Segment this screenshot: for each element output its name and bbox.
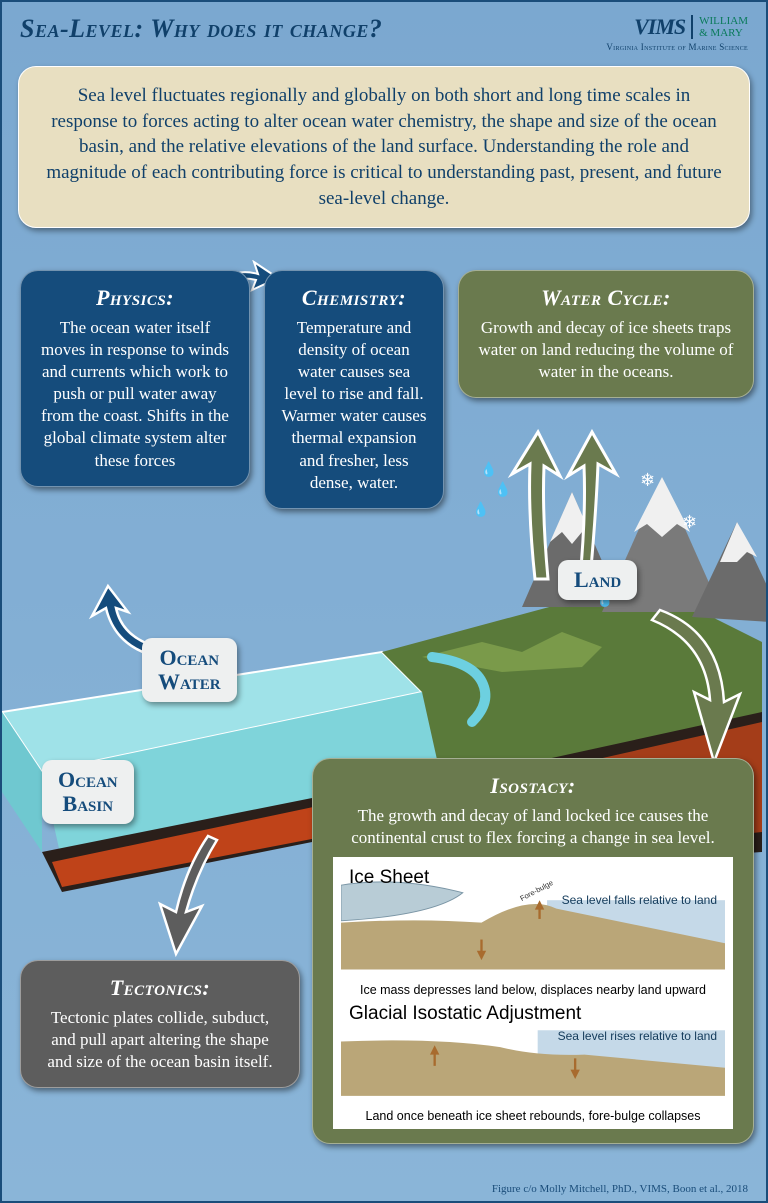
land-label: Land bbox=[558, 560, 637, 600]
watercycle-title: Water Cycle: bbox=[475, 285, 737, 311]
header: Sea-Level: Why does it change? VIMS WILL… bbox=[2, 2, 766, 60]
vims-logo-text: VIMS bbox=[634, 14, 685, 40]
ocean-water-label: Ocean Water bbox=[142, 638, 237, 702]
chemistry-title: Chemistry: bbox=[281, 285, 427, 311]
chemistry-body: Temperature and density of ocean water c… bbox=[281, 317, 427, 494]
watercycle-box: Water Cycle: Growth and decay of ice she… bbox=[458, 270, 754, 398]
logo-block: VIMS WILLIAM & MARY Virginia Institute o… bbox=[606, 14, 748, 52]
chemistry-box: Chemistry: Temperature and density of oc… bbox=[264, 270, 444, 509]
physics-box: Physics: The ocean water itself moves in… bbox=[20, 270, 250, 487]
isostacy-title: Isostacy: bbox=[329, 773, 737, 799]
iso-title-2: Glacial Isostatic Adjustment bbox=[349, 1003, 581, 1025]
watercycle-body: Growth and decay of ice sheets traps wat… bbox=[475, 317, 737, 383]
isostacy-box: Isostacy: The growth and decay of land l… bbox=[312, 758, 754, 1144]
tectonics-body: Tectonic plates collide, subduct, and pu… bbox=[37, 1007, 283, 1073]
tectonics-box: Tectonics: Tectonic plates collide, subd… bbox=[20, 960, 300, 1088]
tectonics-title: Tectonics: bbox=[37, 975, 283, 1001]
raindrop-icon: 💧 bbox=[494, 482, 511, 499]
ocean-basin-label: Ocean Basin bbox=[42, 760, 134, 824]
iso-caption-1: Ice mass depresses land below, displaces… bbox=[341, 979, 725, 999]
iso-caption-2: Land once beneath ice sheet rebounds, fo… bbox=[341, 1105, 725, 1125]
snowflake-icon: ❄ bbox=[640, 470, 655, 491]
iso-right-1: Sea level falls relative to land bbox=[562, 893, 717, 907]
iso-panel-gia: Glacial Isostatic Adjustment Sea level r… bbox=[341, 999, 725, 1099]
isostacy-diagram: Fore-bulge Ice Sheet Sea level falls rel… bbox=[333, 857, 733, 1129]
iso-right-2: Sea level rises relative to land bbox=[558, 1029, 717, 1043]
oceanbasin-arrow bbox=[142, 832, 242, 962]
attribution-text: Figure c/o Molly Mitchell, PhD., VIMS, B… bbox=[492, 1183, 748, 1195]
intro-text: Sea level fluctuates regionally and glob… bbox=[18, 66, 750, 228]
physics-body: The ocean water itself moves in response… bbox=[37, 317, 233, 472]
logo-subtitle: Virginia Institute of Marine Science bbox=[606, 42, 748, 52]
page-title: Sea-Level: Why does it change? bbox=[20, 14, 382, 44]
isostacy-body: The growth and decay of land locked ice … bbox=[329, 805, 737, 849]
iso-title-1: Ice Sheet bbox=[349, 867, 429, 889]
snowflake-icon: ❄ bbox=[682, 512, 697, 533]
land-isostacy-arrow bbox=[642, 602, 752, 772]
raindrop-icon: 💧 bbox=[472, 502, 489, 519]
wm-logo-text: WILLIAM & MARY bbox=[691, 15, 748, 39]
iso-panel-ice-sheet: Fore-bulge Ice Sheet Sea level falls rel… bbox=[341, 863, 725, 973]
physics-title: Physics: bbox=[37, 285, 233, 311]
raindrop-icon: 💧 bbox=[480, 462, 497, 479]
